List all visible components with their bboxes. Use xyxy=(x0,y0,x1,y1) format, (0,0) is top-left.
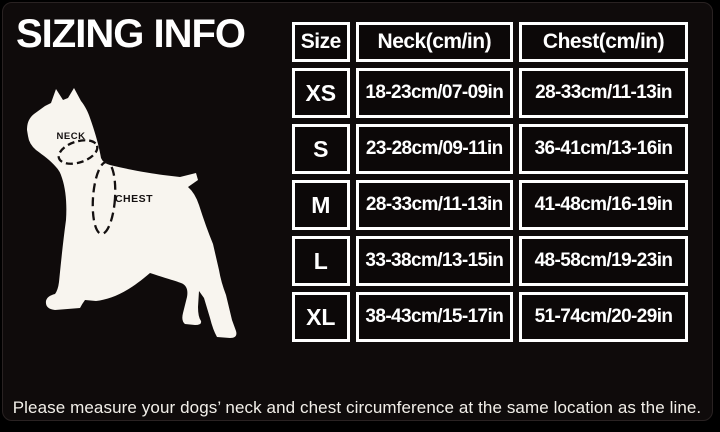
header-neck: Neck(cm/in) xyxy=(355,22,514,62)
neck-cell: 38-43cm/15-17in xyxy=(355,292,514,342)
table-row: XS 18-23cm/07-09in 28-33cm/11-13in xyxy=(292,68,688,118)
header-size: Size xyxy=(292,22,350,62)
neck-measure-line xyxy=(57,139,99,165)
chest-measure-line xyxy=(91,160,117,236)
page-title: SIZING INFO xyxy=(16,12,246,56)
chest-cell: 41-48cm/16-19in xyxy=(519,180,688,230)
neck-cell: 18-23cm/07-09in xyxy=(355,68,514,118)
neck-cell: 23-28cm/09-11in xyxy=(355,124,514,174)
table-row: XL 38-43cm/15-17in 51-74cm/20-29in xyxy=(292,292,688,342)
neck-label: NECK xyxy=(57,131,86,142)
chest-cell: 51-74cm/20-29in xyxy=(519,292,688,342)
chest-cell: 48-58cm/19-23in xyxy=(519,236,688,286)
size-cell: L xyxy=(292,236,350,286)
chest-cell: 28-33cm/11-13in xyxy=(519,68,688,118)
size-cell: XS xyxy=(292,68,350,118)
neck-cell: 28-33cm/11-13in xyxy=(355,180,514,230)
size-cell: XL xyxy=(292,292,350,342)
table-row: L 33-38cm/13-15in 48-58cm/19-23in xyxy=(292,236,688,286)
dog-silhouette-icon: NECK CHEST xyxy=(27,88,237,338)
neck-cell: 33-38cm/13-15in xyxy=(355,236,514,286)
header-chest: Chest(cm/in) xyxy=(519,22,688,62)
size-cell: S xyxy=(292,124,350,174)
table-header-row: Size Neck(cm/in) Chest(cm/in) xyxy=(292,22,688,62)
dog-measurement-diagram: NECK CHEST xyxy=(0,70,280,370)
table-row: S 23-28cm/09-11in 36-41cm/13-16in xyxy=(292,124,688,174)
measurement-instruction: Please measure your dogs’ neck and chest… xyxy=(12,398,702,417)
chest-cell: 36-41cm/13-16in xyxy=(519,124,688,174)
sizing-table: Size Neck(cm/in) Chest(cm/in) XS 18-23cm… xyxy=(286,16,694,348)
chest-label: CHEST xyxy=(115,193,153,205)
size-cell: M xyxy=(292,180,350,230)
table-row: M 28-33cm/11-13in 41-48cm/16-19in xyxy=(292,180,688,230)
